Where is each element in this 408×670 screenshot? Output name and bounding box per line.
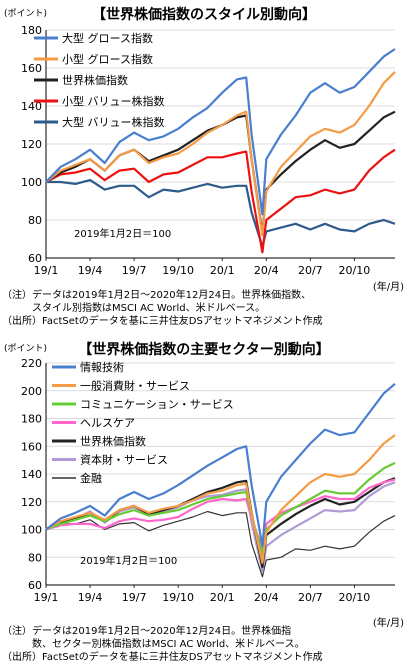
x-tick-label: 20/4: [254, 264, 279, 277]
legend-label: 一般消費財・サービス: [80, 379, 190, 393]
chart-notes: （注）データは2019年1月2日～2020年12月24日。世界株価指 数、セクタ…: [2, 626, 323, 663]
legend-label: 世界株価指数: [80, 434, 146, 448]
x-unit-label: (年/月): [372, 282, 404, 293]
base-date-annotation: 2019年1月2日＝100: [74, 227, 171, 240]
sector-chart: 60 80 100 120 140 160 180 200 220 19/1 19/4 19/7 19/…: [21, 357, 396, 604]
series-line: [45, 382, 396, 548]
y-tick-label: 60: [28, 579, 42, 592]
series-line: [45, 510, 396, 578]
legend-label: 資本財・サービス: [80, 453, 168, 467]
chart-notes: （注）データは2019年1月2日～2020年12月24日。世界株価指数、 スタイ…: [2, 290, 323, 327]
chart-title: 【世界株価指数のスタイル別動向】: [92, 7, 316, 23]
x-tick-label: 20/1: [210, 264, 235, 277]
legend-label: 情報技術: [80, 361, 124, 374]
x-tick-label: 20/7: [298, 591, 323, 604]
y-tick-label: 140: [21, 100, 42, 113]
legend-label: ヘルスケア: [80, 417, 135, 430]
y-tick-label: 80: [28, 551, 42, 564]
x-tick-label: 19/7: [122, 591, 147, 604]
y-tick-label: 160: [21, 440, 42, 453]
y-tick-label: 180: [21, 413, 42, 426]
y-tick-label: 120: [21, 496, 42, 509]
y-tick-label: 100: [21, 176, 42, 189]
x-tick-label: 20/1: [210, 591, 235, 604]
x-tick-label: 19/1: [34, 591, 59, 604]
legend-label: 小型 グロース指数: [62, 52, 153, 66]
legend-label: 金融: [80, 471, 102, 485]
x-tick-label: 19/4: [78, 591, 103, 604]
series-line: [45, 461, 396, 556]
series-line: [45, 48, 396, 216]
chart-title: 【世界株価指数の主要セクター別動向】: [78, 342, 330, 358]
x-tick-label: 19/4: [78, 264, 103, 277]
y-unit-label: (ポイント): [4, 344, 48, 354]
x-tick-label: 20/4: [254, 591, 279, 604]
series-line: [45, 71, 396, 237]
y-tick-label: 220: [21, 357, 42, 370]
series-line: [45, 434, 396, 564]
x-tick-label: 19/1: [34, 264, 59, 277]
legend-label: 小型 バリュー株指数: [62, 94, 165, 108]
x-unit-label: (年/月): [372, 618, 404, 629]
series-line: [46, 179, 396, 248]
x-tick-label: 19/10: [162, 264, 194, 277]
x-tick-label: 20/7: [298, 264, 323, 277]
x-tick-label: 20/10: [339, 264, 371, 277]
style-chart: 60 80 100 120 140 160 180 19/1 19/4 19/7 19/10 20/1…: [21, 24, 396, 277]
x-tick-label: 19/7: [122, 264, 147, 277]
legend-label: 世界株価指数: [62, 73, 128, 87]
y-tick-label: 60: [28, 252, 42, 265]
style-chart-panel: 【世界株価指数のスタイル別動向】 (ポイント) 60 80 100 120 140 160…: [2, 7, 404, 327]
x-tick-label: 19/10: [162, 591, 194, 604]
x-tick-label: 20/10: [339, 591, 371, 604]
legend-label: コミュニケーション・サービス: [80, 398, 234, 411]
sector-chart-panel: 【世界株価指数の主要セクター別動向】 (ポイント) 60 80 100 120 140 1…: [0, 335, 408, 670]
y-tick-label: 160: [21, 62, 42, 75]
y-tick-label: 140: [21, 468, 42, 481]
series-line: [45, 148, 396, 254]
y-unit-label: (ポイント): [4, 9, 48, 19]
legend-label: 大型 バリュー株指数: [62, 115, 165, 129]
y-tick-label: 200: [21, 385, 42, 398]
y-tick-label: 80: [28, 214, 42, 227]
series-line: [45, 478, 396, 550]
y-tick-label: 180: [21, 24, 42, 37]
legend-label: 大型 グロース指数: [62, 31, 153, 45]
y-tick-label: 100: [21, 524, 42, 537]
y-tick-label: 120: [21, 138, 42, 151]
base-date-annotation: 2019年1月2日＝100: [80, 554, 177, 567]
